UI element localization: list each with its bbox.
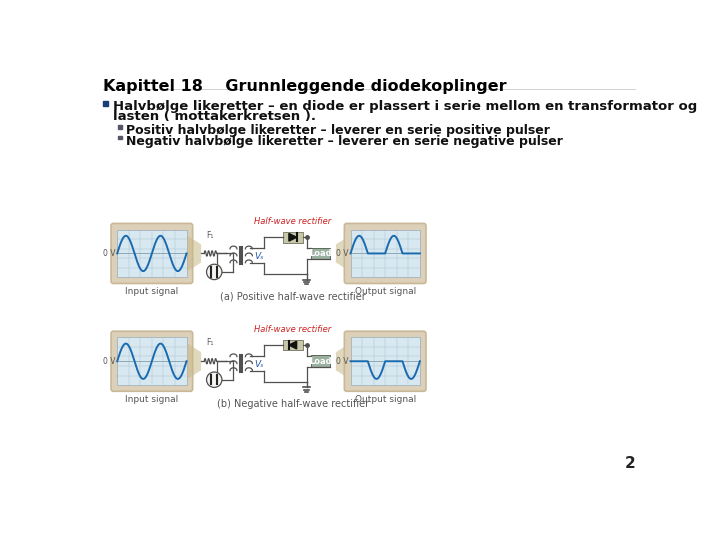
Polygon shape <box>289 341 297 349</box>
Text: lasten ( mottakerkretsen ).: lasten ( mottakerkretsen ). <box>112 110 315 123</box>
Text: Input signal: Input signal <box>125 287 179 296</box>
Bar <box>118 125 122 129</box>
Text: (b) Negative half-wave rectifier: (b) Negative half-wave rectifier <box>217 399 369 409</box>
Text: Positiv halvbølge likeretter – leverer en serie positive pulser: Positiv halvbølge likeretter – leverer e… <box>127 124 550 137</box>
Bar <box>117 230 186 278</box>
Polygon shape <box>289 233 297 241</box>
Bar <box>311 248 330 259</box>
Text: Output signal: Output signal <box>354 287 415 296</box>
Text: Half-wave rectifier: Half-wave rectifier <box>254 218 331 226</box>
Text: (a) Positive half-wave rectifier: (a) Positive half-wave rectifier <box>220 291 366 301</box>
FancyBboxPatch shape <box>344 224 426 284</box>
Text: F₁: F₁ <box>207 339 214 347</box>
Bar <box>102 101 108 106</box>
Text: 0 V: 0 V <box>336 249 349 258</box>
Circle shape <box>207 264 222 280</box>
Bar <box>283 232 303 242</box>
FancyBboxPatch shape <box>111 224 193 284</box>
Bar <box>118 136 122 139</box>
FancyBboxPatch shape <box>344 331 426 392</box>
Text: 0 V: 0 V <box>336 357 349 366</box>
Text: F₁: F₁ <box>207 231 214 240</box>
Text: Negativ halvbølge likeretter – leverer en serie negative pulser: Negativ halvbølge likeretter – leverer e… <box>127 135 563 148</box>
Bar <box>351 230 420 278</box>
Text: Vₛ: Vₛ <box>254 252 264 261</box>
Text: Input signal: Input signal <box>125 395 179 404</box>
Bar <box>311 355 330 367</box>
Text: 2: 2 <box>625 456 636 471</box>
Text: Load: Load <box>309 249 332 258</box>
FancyBboxPatch shape <box>111 331 193 392</box>
Text: Vₛ: Vₛ <box>254 360 264 369</box>
Polygon shape <box>187 343 201 379</box>
Polygon shape <box>187 235 201 272</box>
Text: 0 V: 0 V <box>103 357 116 366</box>
Polygon shape <box>336 235 350 272</box>
Text: Halvbølge likeretter – en diode er plassert i serie mellom en transformator og: Halvbølge likeretter – en diode er plass… <box>112 100 697 113</box>
Text: Kapittel 18    Grunnleggende diodekoplinger: Kapittel 18 Grunnleggende diodekoplinger <box>102 79 506 93</box>
Polygon shape <box>336 343 350 379</box>
Text: Load: Load <box>309 357 332 366</box>
Circle shape <box>207 372 222 387</box>
Bar <box>351 338 420 385</box>
Text: 0 V: 0 V <box>103 249 116 258</box>
Text: Output signal: Output signal <box>354 395 415 404</box>
Bar <box>283 340 303 350</box>
Bar <box>117 338 186 385</box>
Text: Half-wave rectifier: Half-wave rectifier <box>254 325 331 334</box>
